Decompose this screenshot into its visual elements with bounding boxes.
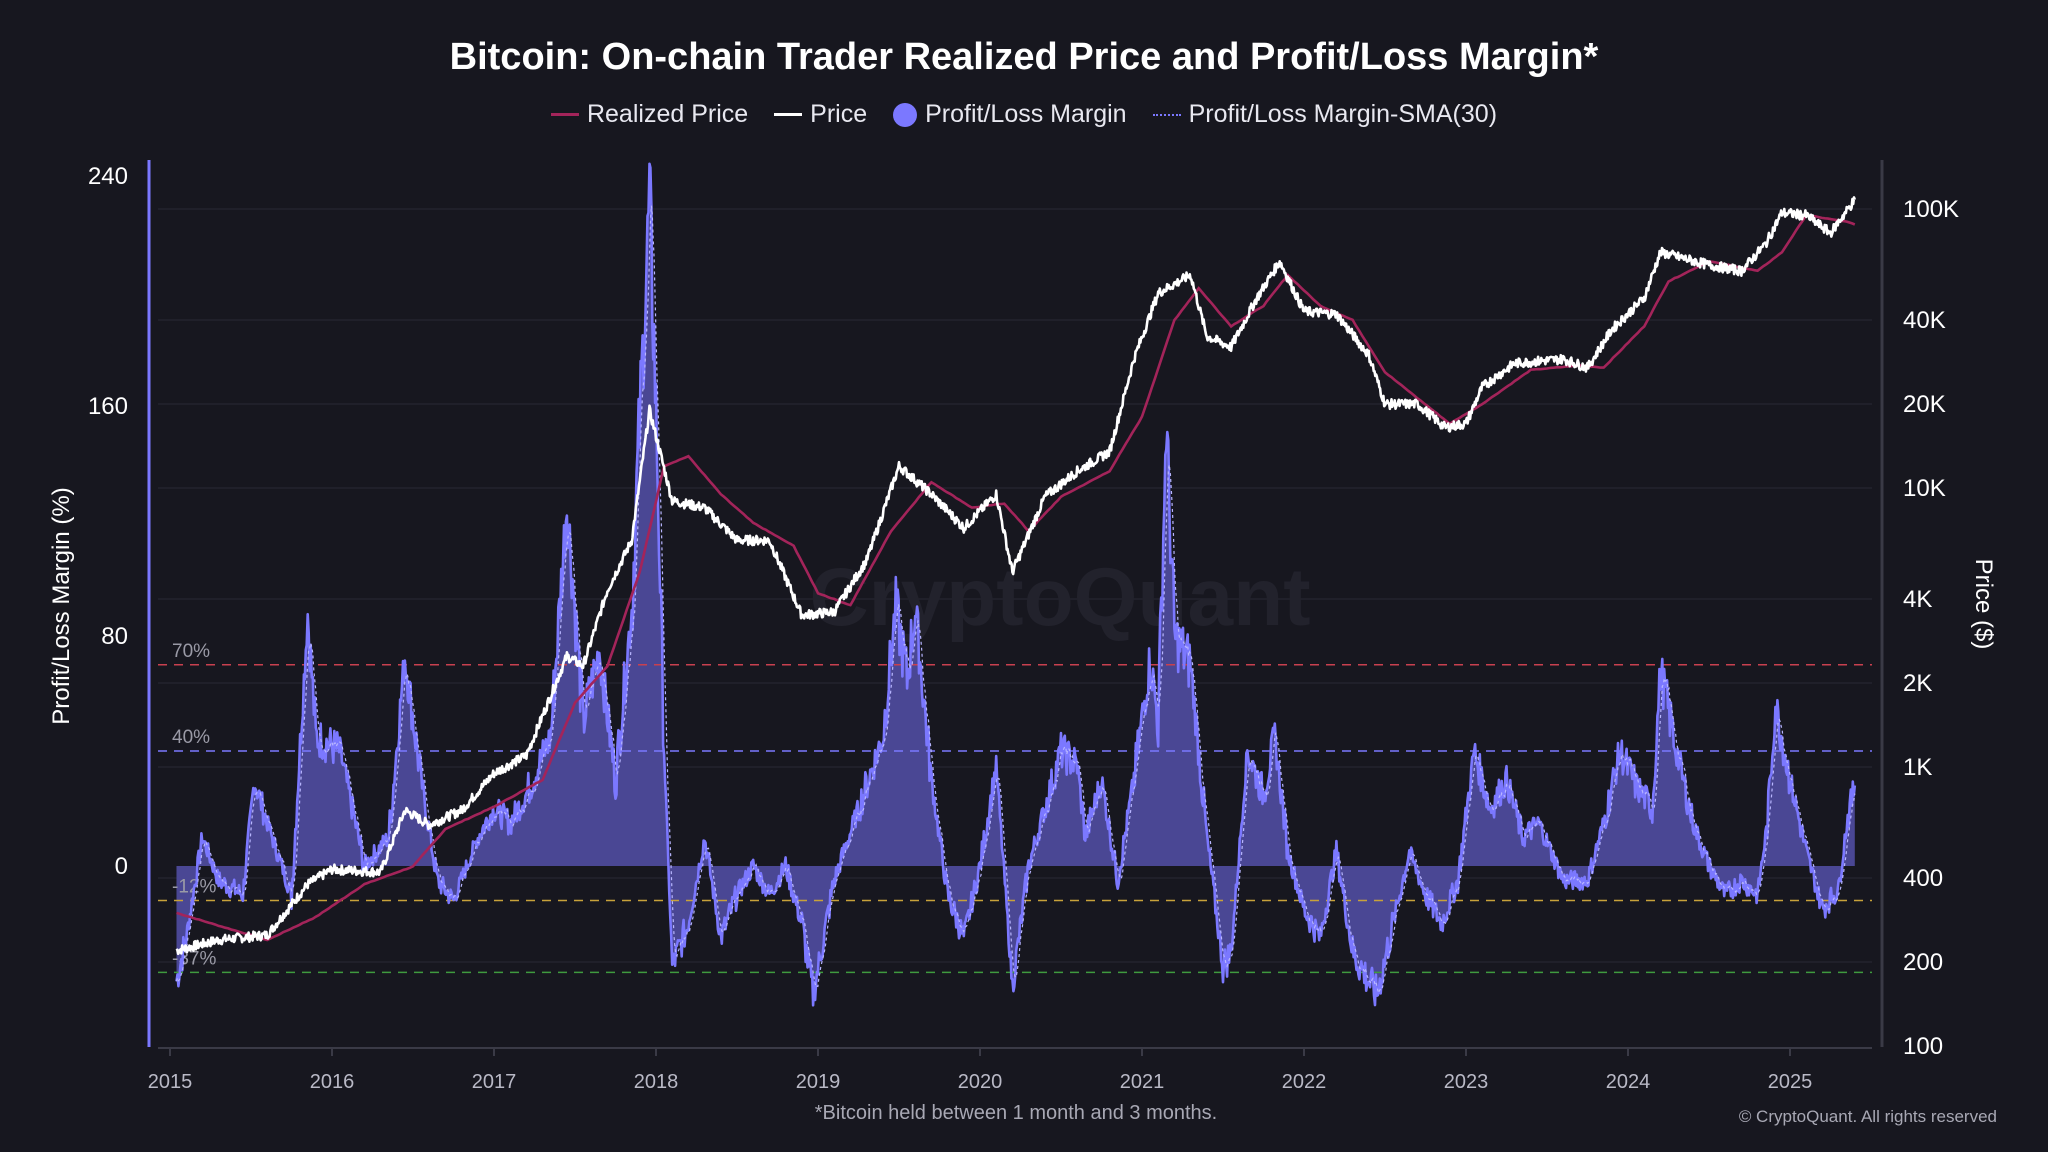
legend-swatch-price — [774, 113, 803, 116]
legend-item-margin[interactable]: Profit/Loss Margin — [893, 100, 1127, 129]
x-tick-label: 2015 — [148, 1071, 193, 1093]
legend-label: Profit/Loss Margin — [925, 100, 1127, 128]
legend-item-price[interactable]: Price — [774, 100, 867, 129]
legend-label: Profit/Loss Margin-SMA(30) — [1188, 100, 1498, 128]
legend: Realized Price Price Profit/Loss Margin … — [0, 100, 2048, 129]
x-tick-label: 2020 — [958, 1071, 1003, 1093]
y-right-tick-label: 100 — [1903, 1033, 1943, 1060]
y-left-tick-label: 0 — [115, 853, 128, 880]
legend-item-margin-sma[interactable]: Profit/Loss Margin-SMA(30) — [1152, 100, 1498, 129]
chart-title: Bitcoin: On-chain Trader Realized Price … — [449, 36, 1599, 78]
copyright: © CryptoQuant. All rights reserved — [1738, 1107, 1997, 1126]
y-right-tick-label: 400 — [1903, 865, 1943, 892]
legend-label: Realized Price — [586, 100, 749, 128]
y-right-tick-label: 1K — [1903, 754, 1932, 781]
reference-line-label: 40% — [172, 727, 210, 748]
y-right-axis-label: Price ($) — [1970, 559, 1997, 650]
y-right-tick-label: 200 — [1903, 949, 1943, 976]
legend-swatch-margin-sma — [1152, 113, 1181, 116]
x-tick-label: 2019 — [796, 1071, 841, 1093]
y-right-tick-label: 10K — [1903, 475, 1946, 502]
y-left-tick-label: 80 — [101, 623, 128, 650]
x-tick-label: 2017 — [472, 1071, 517, 1093]
margin-area — [176, 163, 1855, 1006]
margin-line — [175, 162, 1857, 1007]
watermark: CryptoQuant — [809, 552, 1310, 643]
y-left-tick-label: 240 — [88, 163, 128, 190]
y-right-tick-label: 40K — [1903, 307, 1946, 334]
legend-label: Price — [810, 100, 868, 128]
y-right-tick-label: 20K — [1903, 391, 1946, 418]
legend-item-realized-price[interactable]: Realized Price — [550, 100, 749, 129]
x-tick-label: 2016 — [310, 1071, 355, 1093]
y-left-tick-label: 160 — [88, 393, 128, 420]
x-tick-label: 2023 — [1444, 1071, 1489, 1093]
footnote: *Bitcoin held between 1 month and 3 mont… — [814, 1102, 1218, 1124]
x-tick-label: 2018 — [634, 1071, 679, 1093]
price-line — [175, 196, 1857, 956]
x-tick-label: 2024 — [1606, 1071, 1651, 1093]
x-tick-label: 2025 — [1768, 1071, 1813, 1093]
x-tick-label: 2021 — [1120, 1071, 1165, 1093]
y-right-tick-label: 2K — [1903, 670, 1932, 697]
reference-line-label: 70% — [172, 641, 210, 662]
y-right-tick-label: 4K — [1903, 586, 1932, 613]
legend-swatch-margin — [893, 102, 918, 127]
x-tick-label: 2022 — [1282, 1071, 1327, 1093]
y-right-tick-label: 100K — [1903, 196, 1959, 223]
y-left-axis-label: Profit/Loss Margin (%) — [48, 487, 75, 724]
legend-swatch-realized-price — [550, 113, 579, 116]
